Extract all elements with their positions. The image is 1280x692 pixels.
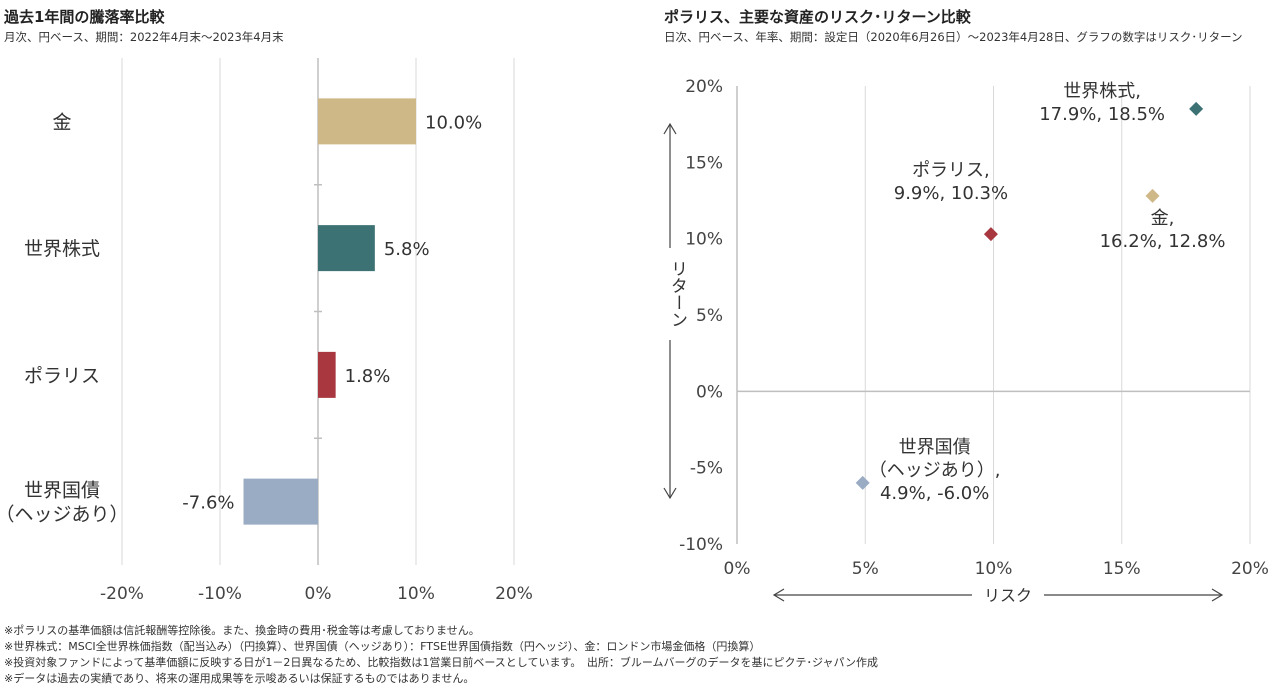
footnotes: ※ポラリスの基準価額は信託報酬等控除後。また、換金時の費用･税金等は考慮しており… (4, 623, 878, 687)
x-tick-label: -10% (198, 584, 242, 604)
x-tick-label: 0% (724, 559, 751, 579)
x-tick-label: 20% (1231, 559, 1269, 579)
x-axis-label: リスク (984, 586, 1032, 605)
x-tick-label: 10% (975, 559, 1013, 579)
point-label: 17.9%, 18.5% (1039, 104, 1165, 125)
category-label: 世界国債 (24, 480, 100, 502)
bar (243, 478, 318, 525)
point-label: 金, (1151, 208, 1175, 229)
footnote: ※投資対象ファンドによって基準価額に反映する日が1－2日異なるため、比較指数は1… (4, 656, 879, 669)
y-tick-label: 0% (696, 382, 723, 402)
bar-chart: -20% -10% 0% 10% 20% 10.0% 金 5.8% 世界株式 1.8% ポラリス -7… (0, 58, 533, 604)
y-tick-label: 15% (685, 153, 723, 173)
point-label: 世界国債 (899, 437, 971, 458)
scatter-chart: 0% 5% 10% 15% 20% -10% -5% 0% 5% 10% 15% 20% リターンリスク… (663, 77, 1269, 605)
x-tick-label: 5% (852, 559, 879, 579)
footnote: ※データは過去の実績であり、将来の運用成果等を示唆あるいは保証するものではありま… (4, 672, 475, 685)
left-chart-title: 過去1年間の騰落率比較 (4, 8, 165, 26)
y-tick-label: 10% (685, 230, 723, 250)
right-chart-subtitle: 日次、円ベース、年率、期間：設定日（2020年6月26日）～2023年4月28日… (664, 30, 1243, 44)
x-tick-label: 15% (1103, 559, 1141, 579)
category-label: 世界株式 (24, 238, 100, 260)
x-tick-label: 20% (495, 584, 533, 604)
y-tick-label: 5% (696, 306, 723, 326)
arrow-right-icon (1211, 588, 1224, 602)
arrow-down-icon (663, 487, 677, 500)
x-tick-label: 10% (397, 584, 435, 604)
point-label: （ヘッジあり）, (869, 460, 1001, 481)
point-label: 4.9%, -6.0% (880, 483, 989, 504)
bar-value-label: -7.6% (182, 493, 234, 514)
footnote: ※ポラリスの基準価額は信託報酬等控除後。また、換金時の費用･税金等は考慮しており… (4, 624, 480, 637)
bar (318, 351, 336, 398)
category-label: 金 (52, 111, 71, 133)
x-tick-label: -20% (100, 584, 144, 604)
point-label: ポラリス, (912, 160, 990, 181)
point-label: 16.2%, 12.8% (1100, 231, 1226, 252)
data-point (1189, 101, 1204, 116)
bar-value-label: 10.0% (425, 112, 482, 133)
point-label: 世界株式, (1063, 81, 1141, 102)
category-label: （ヘッジあり） (0, 504, 129, 526)
y-axis-label: リターン (667, 260, 687, 328)
bar (318, 225, 375, 272)
data-point (983, 227, 998, 242)
y-tick-label: -5% (690, 459, 723, 479)
arrow-up-icon (663, 122, 677, 135)
category-label: ポラリス (24, 365, 100, 387)
y-tick-label: -10% (679, 535, 723, 555)
footnote: ※世界株式：MSCI全世界株価指数（配当込み）（円換算）、世界国債（ヘッジあり）… (4, 640, 761, 653)
data-point (855, 475, 870, 490)
bar-value-label: 1.8% (345, 366, 391, 387)
left-chart-subtitle: 月次、円ベース、期間：2022年4月末～2023年4月末 (4, 30, 284, 44)
bar (318, 98, 416, 145)
bar-value-label: 5.8% (384, 239, 430, 260)
point-label: 9.9%, 10.3% (894, 183, 1008, 204)
data-point (1145, 188, 1160, 203)
right-chart-title: ポラリス、主要な資産のリスク･リターン比較 (664, 8, 971, 26)
x-tick-label: 0% (305, 584, 332, 604)
y-tick-label: 20% (685, 77, 723, 97)
arrow-left-icon (772, 588, 785, 602)
